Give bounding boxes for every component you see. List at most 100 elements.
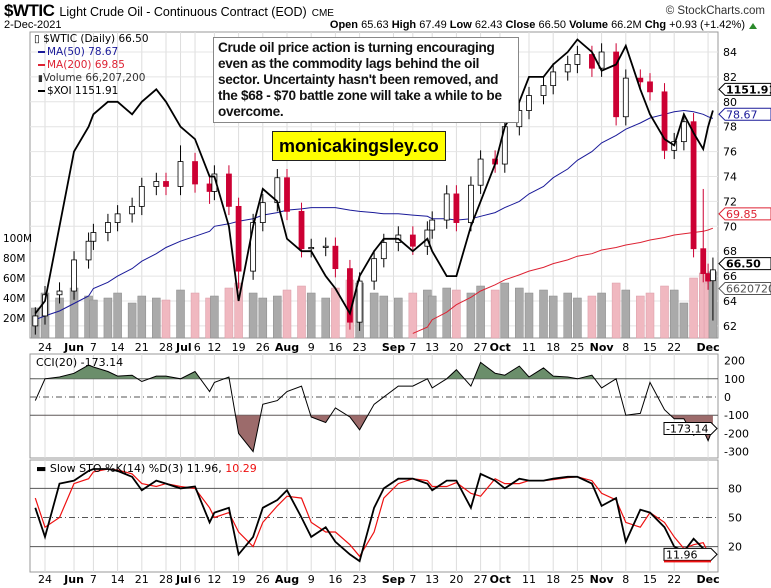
x-tick-label: 26 xyxy=(256,573,270,586)
cci-tick-label: 0 xyxy=(724,391,731,404)
x-tick-label: 11 xyxy=(522,341,536,354)
bars-icon: ▮ xyxy=(38,74,43,84)
sto-panel xyxy=(29,459,719,573)
volume-bar xyxy=(176,289,185,339)
volume-bar xyxy=(621,289,631,339)
candle xyxy=(661,83,668,160)
candle xyxy=(32,307,39,335)
candle xyxy=(453,185,460,232)
candle-body xyxy=(700,248,707,275)
volume-bar xyxy=(258,297,268,339)
volume-bar xyxy=(548,295,558,339)
tag-box xyxy=(718,207,771,221)
chg-label: Chg xyxy=(644,19,667,31)
candle-body xyxy=(206,183,213,192)
candle-body xyxy=(622,77,629,118)
x-tick-label: Jul xyxy=(175,341,192,354)
candle xyxy=(177,145,184,196)
price-tick-label: 84 xyxy=(723,46,737,59)
candle xyxy=(550,63,557,95)
volume-bar xyxy=(515,287,524,339)
volume-bar xyxy=(306,292,316,339)
candle xyxy=(284,169,290,221)
candle-body xyxy=(235,205,242,272)
site-label: monicakingsley.co xyxy=(272,131,446,161)
candle xyxy=(613,43,620,126)
ma200-line xyxy=(412,227,714,334)
sto-d-tag-marker xyxy=(664,560,711,563)
x-tick-label: 19 xyxy=(232,573,246,586)
close-value-tag: 66.50 xyxy=(718,257,771,271)
up-arrow-icon xyxy=(749,23,757,29)
candle-body xyxy=(308,247,315,250)
price-tick-label: 66 xyxy=(723,270,737,283)
tag-box xyxy=(718,107,771,121)
volume-bar xyxy=(476,285,485,339)
volume-bar xyxy=(539,289,548,339)
legend-volume: ▮Volume 66,207,200 xyxy=(38,72,145,85)
candle xyxy=(332,237,339,278)
volume-bar xyxy=(137,295,147,339)
x-tick-label: Dec xyxy=(697,341,720,354)
sto-tick-label: 20 xyxy=(728,541,742,554)
line-swatch-icon xyxy=(38,64,45,66)
x-tick-label: Aug xyxy=(275,341,299,354)
candle-body xyxy=(105,222,111,233)
x-tick-label: Aug xyxy=(275,573,299,586)
candle-body xyxy=(477,158,484,186)
candle xyxy=(138,177,145,216)
candle xyxy=(226,165,232,216)
candle-body xyxy=(192,161,198,185)
price-tick-label: 62 xyxy=(723,320,737,333)
candle-body xyxy=(85,240,92,261)
x-tick-label: Oct xyxy=(490,341,511,354)
x-tick-label: Nov xyxy=(590,341,615,354)
x-tick-label: 20 xyxy=(449,341,463,354)
tag-text: 78.67 xyxy=(726,108,758,121)
x-tick-label: 25 xyxy=(570,573,584,586)
tag-text: 11.96 xyxy=(666,548,698,561)
candle xyxy=(574,45,581,74)
candle-body xyxy=(114,213,121,223)
volume-bar xyxy=(394,297,403,339)
x-tick-label: 11 xyxy=(522,573,536,586)
price-tick-label: 64 xyxy=(723,295,737,308)
candle xyxy=(477,150,484,194)
volume-label: Volume xyxy=(569,19,608,31)
instrument-name: Light Crude Oil - Continuous Contract (E… xyxy=(59,5,307,19)
x-tick-label: 15 xyxy=(643,573,657,586)
ma50-line xyxy=(35,109,714,321)
candle-body xyxy=(589,54,595,69)
candle-body xyxy=(550,71,557,87)
line-swatch-icon xyxy=(38,51,45,53)
price-tick-label: 72 xyxy=(723,195,737,208)
candle-body xyxy=(443,193,450,221)
x-tick-label: 26 xyxy=(256,341,270,354)
volume-bar xyxy=(500,282,510,339)
candle xyxy=(298,202,305,258)
x-tick-label: 14 xyxy=(111,341,125,354)
candle-body xyxy=(429,219,436,231)
candle xyxy=(90,223,97,250)
volume-bar xyxy=(113,292,122,339)
x-tick-label: 23 xyxy=(353,573,367,586)
volume-bar xyxy=(273,295,282,339)
high-label: High xyxy=(391,19,417,31)
volume-bar xyxy=(210,295,219,339)
candle xyxy=(526,86,532,120)
close-value: 66.50 xyxy=(538,19,567,31)
volume-bar xyxy=(152,297,161,339)
brand-link[interactable]: © StockCharts.com xyxy=(665,5,765,17)
tag-text: 66.50 xyxy=(726,258,761,271)
candle xyxy=(356,272,363,331)
tag-text: 69.85 xyxy=(726,208,758,221)
candle xyxy=(429,211,436,239)
volume-bar xyxy=(248,292,258,339)
xoi-value-tag: 1151.91 xyxy=(718,82,771,96)
sto-k-line xyxy=(34,468,714,563)
candle-body xyxy=(322,245,329,248)
candle-body xyxy=(226,173,232,207)
candle xyxy=(622,69,629,126)
volume-bar xyxy=(427,295,437,339)
candle-body xyxy=(332,245,339,270)
